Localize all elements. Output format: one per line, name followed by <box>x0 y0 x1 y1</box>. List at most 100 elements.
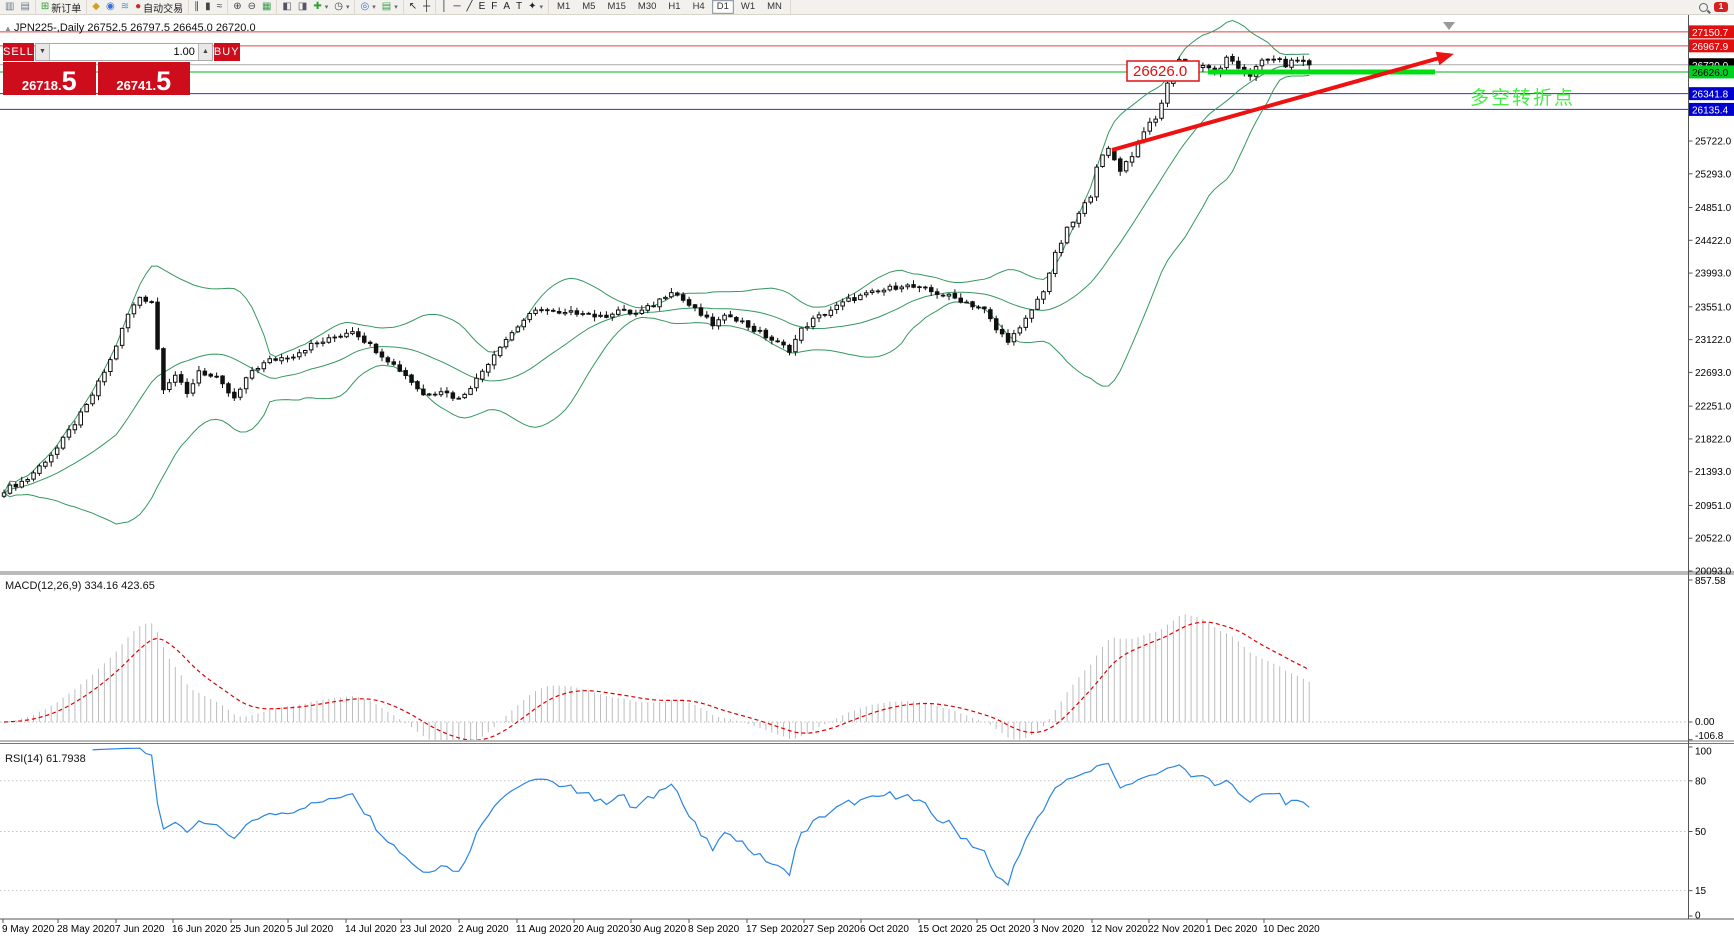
timeframe-m15[interactable]: M15 <box>607 1 626 12</box>
tile-windows-icon[interactable]: ▦ <box>259 1 274 14</box>
date-label: 27 Sep 2020 <box>803 924 860 935</box>
bar-chart-icon: ∥ <box>194 1 200 12</box>
price-tick-label: 21822.0 <box>1695 434 1732 445</box>
channel-icon[interactable]: E <box>476 1 489 14</box>
fibonacci-icon[interactable]: F <box>488 1 500 14</box>
timeframe-h1[interactable]: H1 <box>668 1 681 12</box>
market-watch-icon: ▤ <box>20 1 30 12</box>
chart-shift-marker[interactable] <box>1443 22 1455 30</box>
date-label: 20 Aug 2020 <box>573 924 630 935</box>
channel-icon: E <box>478 1 486 12</box>
chart-collapse-icon[interactable]: ▲ <box>4 24 12 33</box>
price-tick-label: 23122.0 <box>1695 335 1732 346</box>
price-tick-label: 21393.0 <box>1695 467 1732 478</box>
timeframe-m1[interactable]: M1 <box>557 1 571 12</box>
arrows-icon[interactable]: ✦ ▾ <box>525 1 546 14</box>
new-order-button[interactable]: ⊞ 新订单 <box>38 1 84 15</box>
price-tick-label: 25722.0 <box>1695 137 1732 148</box>
metaeditor-icon[interactable]: ◆ <box>89 1 103 14</box>
svg-text:26135.4: 26135.4 <box>1692 105 1729 116</box>
date-label: 2 Aug 2020 <box>458 924 509 935</box>
navigator-icon-dropdown[interactable]: ▾ <box>372 4 376 11</box>
buy-price[interactable]: 26741. 5 <box>97 62 190 95</box>
autotrading-button: ● <box>135 1 142 12</box>
templates-icon: ▤ <box>381 1 392 12</box>
note-annotation[interactable]: 多空转折点 <box>1470 87 1575 109</box>
price-axis[interactable] <box>1688 14 1734 919</box>
navigator-icon[interactable]: ◎ ▾ <box>357 1 378 14</box>
period-clock-icon-dropdown[interactable]: ▾ <box>345 4 350 11</box>
svg-text:26341.8: 26341.8 <box>1692 90 1729 101</box>
navigator-icon: ◎ <box>360 1 370 12</box>
sell-price[interactable]: 26718. 5 <box>3 62 96 95</box>
bar-chart-icon[interactable]: ∥ <box>191 1 202 14</box>
vertical-line-icon[interactable]: │ <box>438 1 450 14</box>
cascade-windows-icon[interactable]: ◧ <box>279 1 294 14</box>
label-icon[interactable]: T <box>513 1 525 14</box>
one-click-trading-panel: SELL ▼ ▲ BUY 26718.5 26741.5 <box>3 43 240 95</box>
market-watch-icon[interactable]: ▤ <box>17 1 32 14</box>
cursor-icon[interactable]: ↖ <box>406 1 420 14</box>
volume-increase-button[interactable]: ▲ <box>197 44 212 60</box>
candlestick-chart-icon: ▮ <box>205 1 211 12</box>
timeframe-w1[interactable]: W1 <box>740 1 756 12</box>
date-label: 10 Dec 2020 <box>1263 924 1320 935</box>
arrows-icon-dropdown[interactable]: ▾ <box>539 4 544 11</box>
text-icon[interactable]: A <box>500 1 513 14</box>
indicators-icon[interactable]: ✚ ▾ <box>310 1 331 14</box>
new-order-button: ⊞ <box>40 1 50 12</box>
date-label: 28 May 2020 <box>57 924 115 935</box>
buy-button[interactable]: BUY <box>213 43 240 61</box>
signals-icon[interactable]: ≋ <box>118 1 132 14</box>
zoom-in-icon[interactable]: ⊕ <box>230 1 244 14</box>
timeframe-h4[interactable]: H4 <box>692 1 705 12</box>
timeframe-m5[interactable]: M5 <box>582 1 596 12</box>
autotrading-button[interactable]: ● 自动交易 <box>132 1 186 15</box>
candlestick-chart-icon[interactable]: ▮ <box>202 1 214 14</box>
accounts-icon[interactable]: ◉ <box>103 1 118 14</box>
period-clock-icon[interactable]: ◷ ▾ <box>331 1 352 14</box>
timeframe-m30[interactable]: M30 <box>637 1 657 12</box>
chart-area[interactable] <box>0 14 1688 919</box>
zoom-out-icon: ⊖ <box>247 1 256 12</box>
timeframe-d1[interactable]: D1 <box>711 0 734 14</box>
new-chart-icon[interactable]: ▥ <box>2 1 17 14</box>
price-tick-label: 23993.0 <box>1695 269 1732 280</box>
crosshair-icon[interactable]: ┼ <box>420 1 433 14</box>
templates-icon-dropdown[interactable]: ▾ <box>394 4 398 11</box>
sell-price-big-digit: 5 <box>61 66 77 96</box>
crosshair-icon: ┼ <box>423 1 431 12</box>
date-label: 25 Jun 2020 <box>230 924 285 935</box>
arrange-windows-icon: ◨ <box>297 1 308 12</box>
time-axis[interactable] <box>0 919 1688 938</box>
date-label: 22 Nov 2020 <box>1148 924 1205 935</box>
autotrading-button-label: 自动交易 <box>143 3 184 15</box>
price-tick-label: 22693.0 <box>1695 368 1732 379</box>
indicators-icon: ✚ <box>313 1 322 12</box>
search-icon[interactable] <box>1699 2 1708 12</box>
volume-input[interactable] <box>49 44 198 60</box>
indicators-icon-dropdown[interactable]: ▾ <box>324 4 329 11</box>
macd-signal-line <box>3 621 1310 740</box>
trend-arrow-object[interactable] <box>1111 51 1454 152</box>
line-chart-icon[interactable]: ≈ <box>214 1 226 14</box>
timeframe-mn[interactable]: MN <box>767 1 782 12</box>
zoom-out-icon[interactable]: ⊖ <box>245 1 259 14</box>
support-price-box-frame[interactable] <box>1126 60 1200 82</box>
arrange-windows-icon[interactable]: ◨ <box>295 1 310 14</box>
trendline-icon[interactable]: ╱ <box>464 1 476 14</box>
text-icon: A <box>503 1 511 12</box>
price-tick-label: 23551.0 <box>1695 302 1732 313</box>
rsi-axis-label: 80 <box>1695 776 1707 787</box>
svg-text:26967.9: 26967.9 <box>1692 42 1729 53</box>
support-price-box[interactable]: 26626.0 <box>1126 60 1200 82</box>
chart-title: JPN225-,Daily 26752.5 26797.5 26645.0 26… <box>14 22 256 34</box>
rsi-axis-label: 15 <box>1695 886 1707 897</box>
horizontal-line-icon[interactable]: ─ <box>450 1 463 14</box>
sell-button[interactable]: SELL <box>3 43 34 61</box>
volume-decrease-button[interactable]: ▼ <box>35 44 50 60</box>
price-badge-26626.0: 26626.0 <box>1689 65 1734 79</box>
date-label: 25 Oct 2020 <box>976 924 1031 935</box>
alerts-icon[interactable]: 1 <box>1714 2 1728 12</box>
templates-icon[interactable]: ▤ ▾ <box>379 1 401 14</box>
